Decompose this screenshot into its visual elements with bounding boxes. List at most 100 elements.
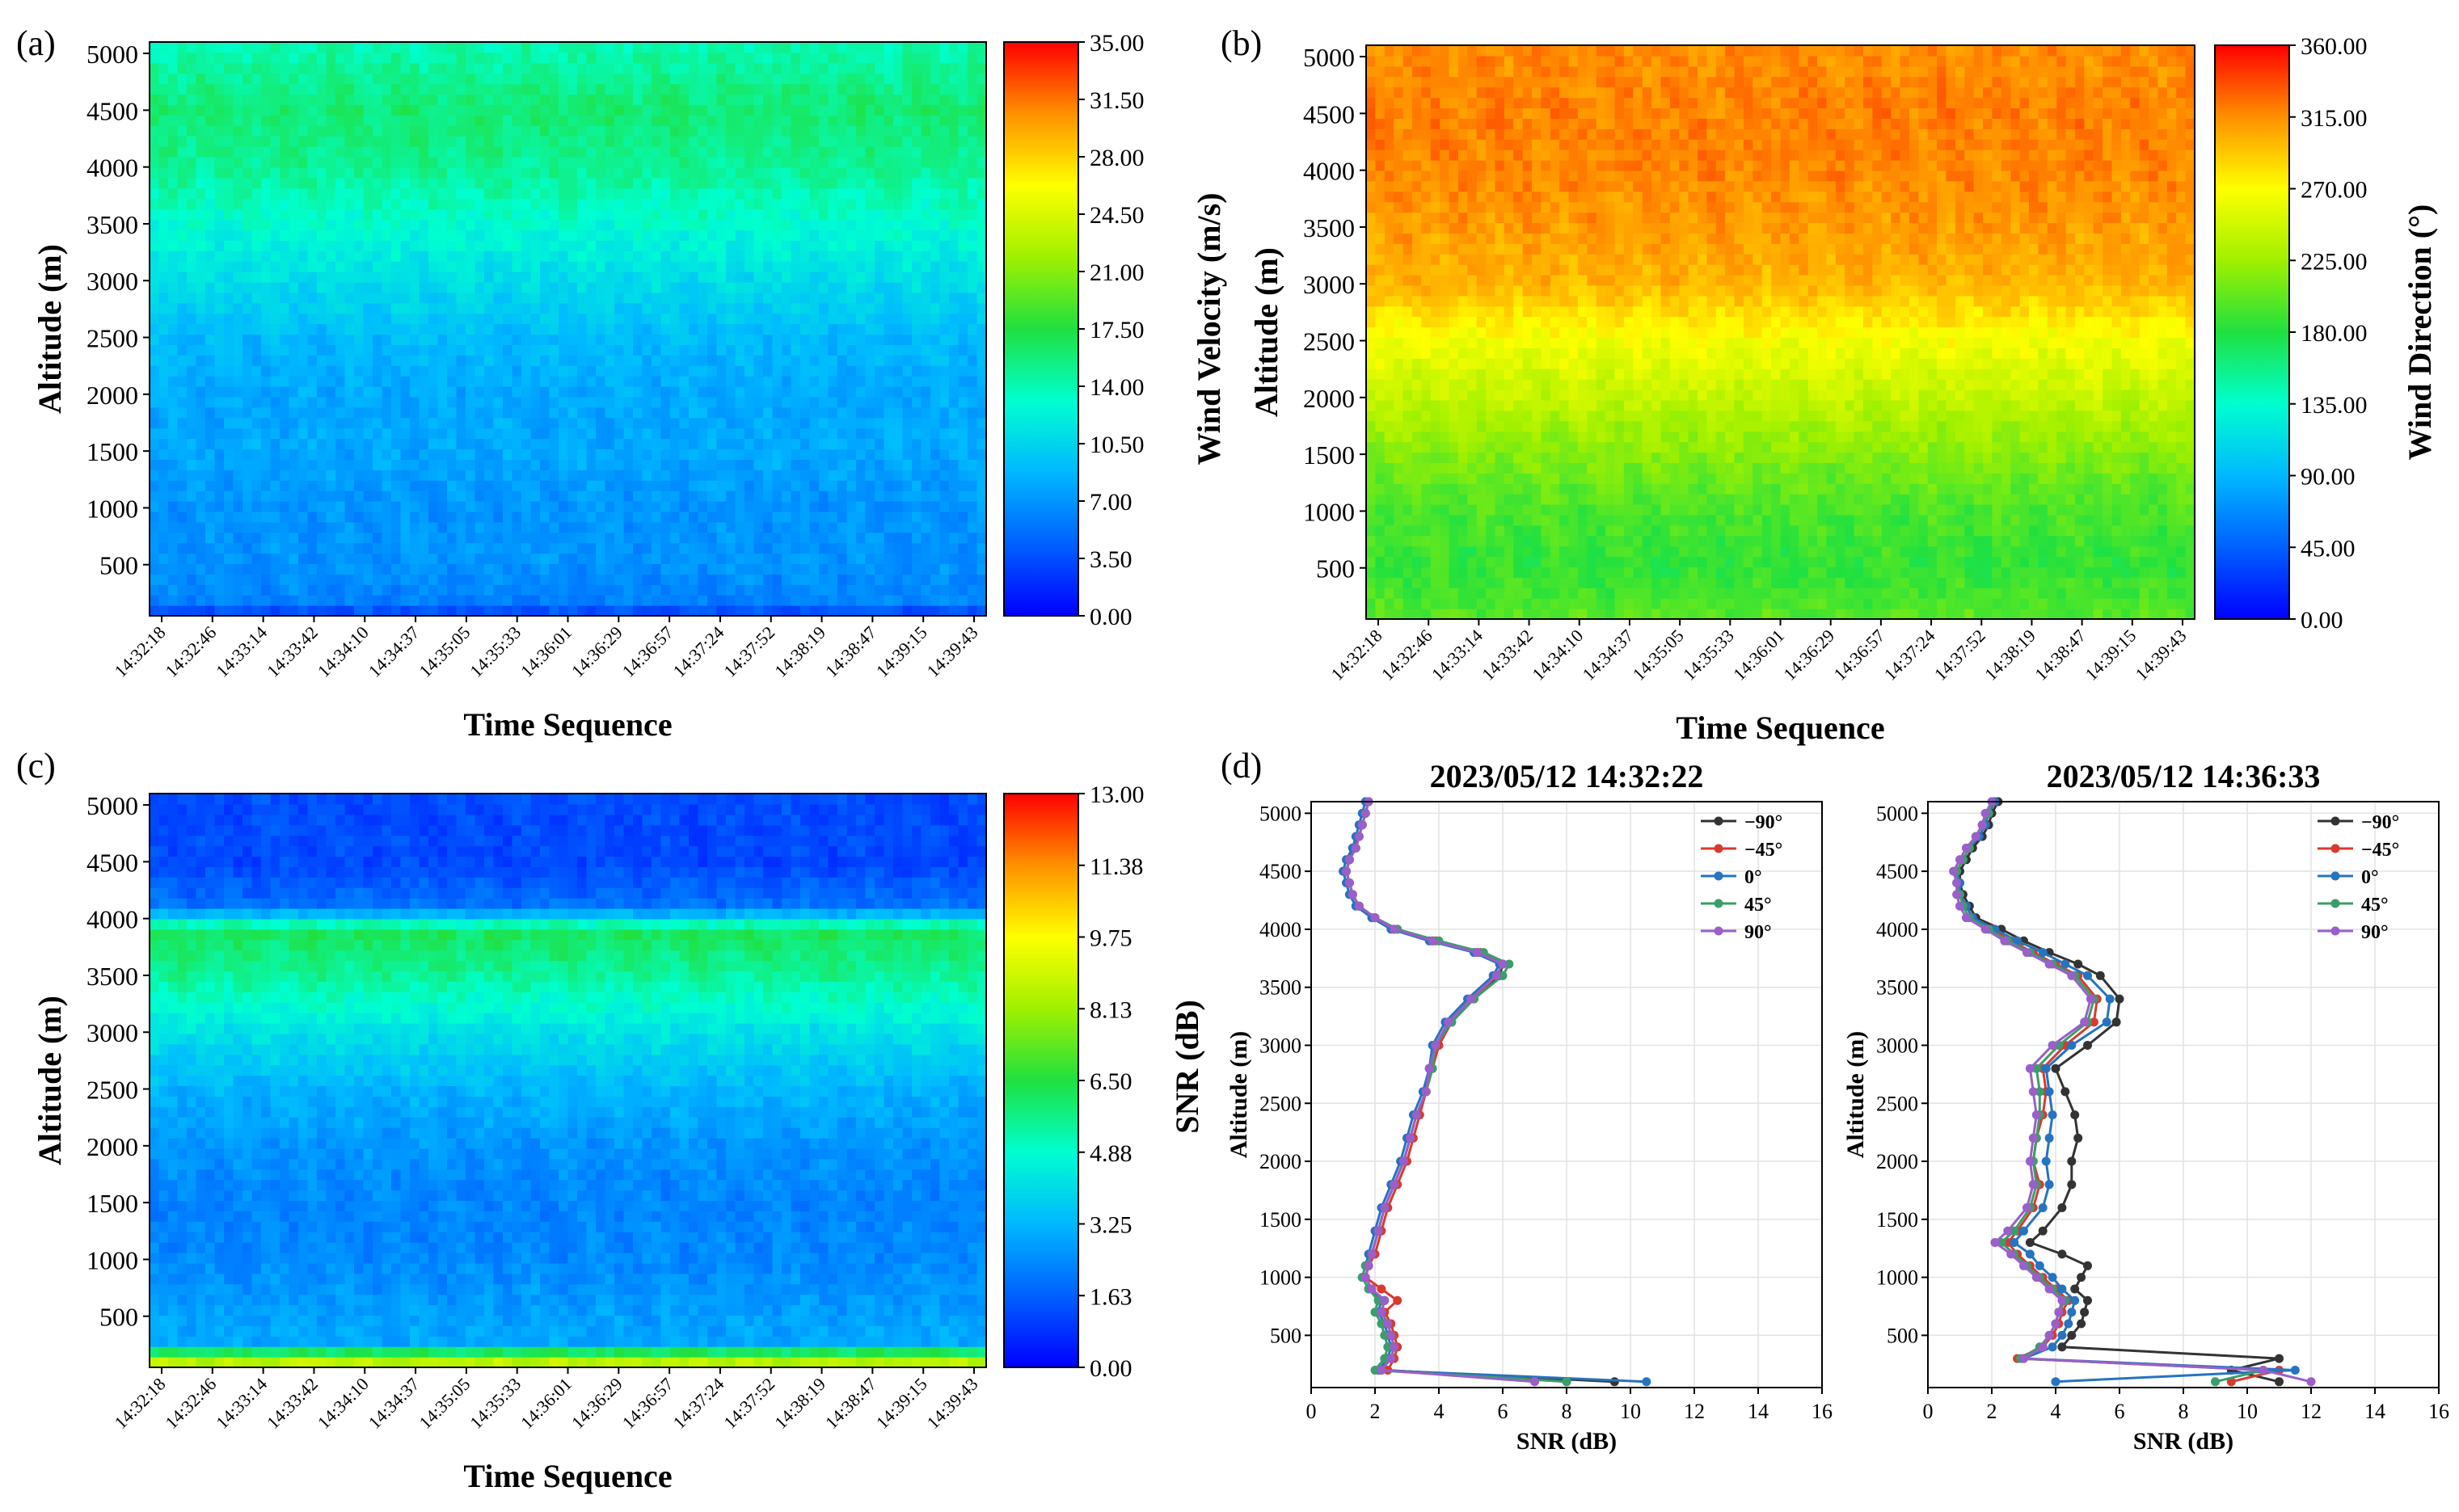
heatmap-cell bbox=[447, 302, 458, 314]
heatmap-cell bbox=[549, 187, 559, 200]
heatmap-cell bbox=[503, 438, 513, 450]
heatmap-cell bbox=[884, 417, 894, 429]
heatmap-cell bbox=[307, 73, 318, 85]
heatmap-cell bbox=[726, 125, 736, 137]
heatmap-cell bbox=[456, 261, 466, 272]
heatmap-cell bbox=[828, 261, 838, 272]
heatmap-cell bbox=[660, 491, 671, 502]
heatmap-cell bbox=[168, 334, 179, 345]
heatmap-cell bbox=[428, 501, 439, 512]
heatmap-cell bbox=[772, 532, 782, 544]
heatmap-cell bbox=[456, 272, 466, 283]
heatmap-cell bbox=[196, 501, 206, 512]
heatmap-cell bbox=[577, 459, 588, 470]
heatmap-cell bbox=[466, 376, 476, 387]
heatmap-cell bbox=[652, 459, 662, 470]
heatmap-cell bbox=[354, 292, 365, 304]
heatmap-cell bbox=[893, 449, 904, 460]
heatmap-cell bbox=[196, 459, 206, 470]
heatmap-cell bbox=[865, 396, 875, 408]
heatmap-cell bbox=[865, 511, 875, 523]
heatmap-cell bbox=[484, 449, 495, 460]
heatmap-cell bbox=[521, 42, 532, 53]
heatmap-cell bbox=[344, 438, 355, 450]
heatmap-cell bbox=[344, 386, 355, 398]
heatmap-cell bbox=[772, 491, 782, 502]
heatmap-cell bbox=[251, 230, 262, 241]
heatmap-cell bbox=[791, 240, 801, 251]
heatmap-cell bbox=[763, 292, 774, 304]
heatmap-cell bbox=[893, 365, 904, 377]
heatmap-cell bbox=[856, 62, 867, 74]
heatmap-cell bbox=[809, 449, 820, 460]
heatmap-cell bbox=[280, 251, 290, 262]
heatmap-cell bbox=[344, 365, 355, 377]
heatmap-cell bbox=[456, 157, 466, 168]
heatmap-cell bbox=[549, 501, 559, 512]
heatmap-cell bbox=[875, 42, 885, 53]
heatmap-cell bbox=[521, 251, 532, 262]
heatmap-cell bbox=[791, 376, 801, 387]
heatmap-cell bbox=[335, 187, 346, 200]
heatmap-cell bbox=[251, 157, 262, 168]
heatmap-cell bbox=[382, 553, 392, 565]
heatmap-cell bbox=[809, 240, 820, 251]
heatmap-cell bbox=[270, 146, 280, 158]
heatmap-cell bbox=[410, 501, 420, 512]
heatmap-cell bbox=[503, 595, 513, 606]
heatmap-cell bbox=[652, 208, 662, 221]
heatmap-cell bbox=[270, 292, 280, 304]
heatmap-cell bbox=[214, 115, 225, 126]
heatmap-cell bbox=[243, 376, 253, 387]
heatmap-cell bbox=[233, 417, 243, 429]
heatmap-cell bbox=[968, 501, 978, 512]
heatmap-cell bbox=[930, 251, 941, 262]
heatmap-cell bbox=[354, 595, 365, 606]
heatmap-cell bbox=[586, 365, 597, 377]
heatmap-cell bbox=[772, 521, 782, 533]
heatmap-cell bbox=[475, 62, 485, 74]
heatmap-cell bbox=[559, 230, 569, 241]
heatmap-cell bbox=[735, 208, 745, 221]
heatmap-cell bbox=[559, 334, 569, 345]
heatmap-cell bbox=[567, 427, 578, 440]
heatmap-cell bbox=[716, 42, 727, 53]
heatmap-cell bbox=[530, 532, 541, 544]
heatmap-cell bbox=[753, 73, 764, 85]
heatmap-cell bbox=[912, 563, 922, 575]
heatmap-cell bbox=[698, 261, 708, 272]
heatmap-cell bbox=[949, 396, 960, 408]
heatmap-cell bbox=[326, 417, 336, 429]
heatmap-cell bbox=[716, 386, 727, 398]
heatmap-cell bbox=[150, 605, 160, 617]
heatmap-cell bbox=[735, 157, 745, 168]
heatmap-cell bbox=[679, 146, 690, 158]
heatmap-cell bbox=[363, 302, 373, 314]
heatmap-cell bbox=[698, 511, 708, 523]
heatmap-cell bbox=[642, 574, 652, 585]
heatmap-cell bbox=[772, 302, 782, 314]
heatmap-cell bbox=[168, 563, 179, 575]
heatmap-cell bbox=[642, 553, 652, 565]
heatmap-cell bbox=[679, 501, 690, 512]
heatmap-cell bbox=[243, 73, 253, 85]
heatmap-cell bbox=[205, 157, 216, 168]
heatmap-cell bbox=[280, 104, 290, 116]
heatmap-cell bbox=[559, 292, 569, 304]
heatmap-cell bbox=[856, 563, 867, 575]
heatmap-cell bbox=[289, 449, 299, 460]
heatmap-cell bbox=[763, 386, 774, 398]
heatmap-cell bbox=[391, 417, 402, 429]
heatmap-cell bbox=[605, 261, 615, 272]
heatmap-cell bbox=[335, 542, 346, 554]
heatmap-cell bbox=[521, 365, 532, 377]
heatmap-cell bbox=[298, 42, 309, 53]
heatmap-cell bbox=[512, 355, 522, 366]
heatmap-cell bbox=[809, 251, 820, 262]
heatmap-cell bbox=[168, 261, 179, 272]
heatmap-cell bbox=[530, 115, 541, 126]
heatmap-cell bbox=[596, 83, 606, 95]
heatmap-cell bbox=[391, 261, 402, 272]
heatmap-cell bbox=[577, 157, 588, 168]
heatmap-cell bbox=[837, 62, 848, 74]
